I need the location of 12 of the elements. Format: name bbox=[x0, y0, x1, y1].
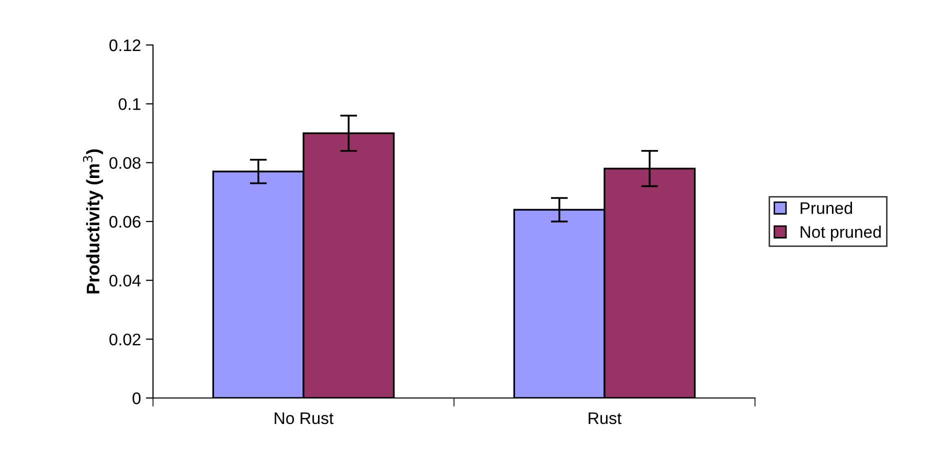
legend-label: Pruned bbox=[800, 202, 852, 214]
x-tick-label: Rust bbox=[588, 412, 622, 424]
y-axis-title: Productivity (m$^{3}$) bbox=[82, 149, 104, 294]
y-tick-label: 0.12 bbox=[109, 39, 140, 52]
y-tick-label: 0 bbox=[132, 392, 141, 404]
legend-label: Not pruned bbox=[800, 226, 881, 242]
y-tick-label: 0.04 bbox=[109, 274, 141, 287]
x-tick-label: No Rust bbox=[274, 412, 334, 424]
y-tick-label: 0.08 bbox=[109, 157, 140, 169]
y-tick-label: 0.02 bbox=[109, 334, 140, 346]
y-tick-label: 0.06 bbox=[109, 216, 140, 228]
y-tick-label: 0.1 bbox=[118, 98, 140, 110]
